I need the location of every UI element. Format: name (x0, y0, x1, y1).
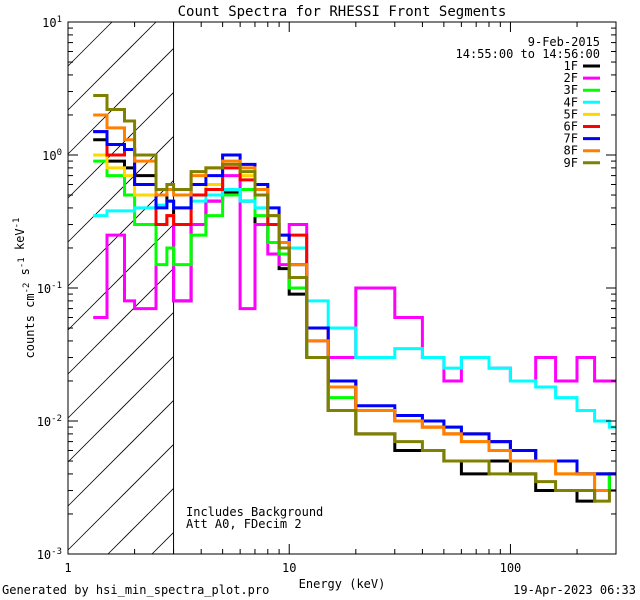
chart-title: Count Spectra for RHESSI Front Segments (178, 4, 507, 20)
background-region-hatch (67, 21, 175, 555)
y-tick-label: 100 (42, 148, 62, 163)
hatch-line (151, 532, 174, 555)
hatch-line (67, 224, 174, 331)
y-axis-label: counts cm-2 s-1 keV-1 (12, 218, 37, 359)
series-line-7F (93, 130, 616, 476)
hatch-line (67, 312, 174, 419)
y-tick-label: 10-3 (37, 547, 62, 562)
footer-timestamp: 19-Apr-2023 06:33 (513, 583, 636, 597)
y-tick-label: 10-1 (37, 281, 62, 296)
footer-generator: Generated by hsi_min_spectra_plot.pro (2, 583, 269, 597)
legend-label-6F: 6F (564, 120, 578, 134)
hatch-line (67, 444, 174, 551)
legend-label-7F: 7F (564, 132, 578, 146)
y-tick-label: 10-2 (37, 414, 62, 429)
series-layer (93, 94, 616, 503)
hatch-line (67, 21, 113, 67)
x-tick-label: 100 (500, 561, 522, 575)
x-tick-label: 10 (282, 561, 296, 575)
x-axis-label: Energy (keV) (299, 577, 386, 591)
series-line-9F (93, 94, 616, 503)
legend-label-5F: 5F (564, 107, 578, 121)
legend-label-8F: 8F (564, 144, 578, 158)
hatch-line (107, 488, 174, 555)
legend-label-9F: 9F (564, 156, 578, 170)
legend-label-2F: 2F (564, 71, 578, 85)
x-tick-label: 1 (64, 561, 71, 575)
hatch-line (67, 356, 174, 463)
y-axis-tick-labels: 10-3 10-2 10-1 100 101 (37, 15, 62, 562)
legend-label-1F: 1F (564, 59, 578, 73)
time-range-label: 14:55:00 to 14:56:00 (456, 47, 601, 61)
legend-label-3F: 3F (564, 83, 578, 97)
hatch-line (67, 268, 174, 375)
x-axis-tick-labels: 1 10 100 (64, 561, 521, 575)
legend-label-4F: 4F (564, 95, 578, 109)
series-line-8F (93, 113, 616, 492)
y-tick-label: 101 (42, 15, 62, 30)
date-label: 9-Feb-2015 (528, 35, 600, 49)
y-axis-ticks (68, 21, 616, 555)
hatch-line (67, 48, 174, 155)
attenuator-annotation: Att A0, FDecim 2 (186, 517, 302, 531)
x-axis-ticks (67, 22, 617, 554)
background-annotation: Includes Background (186, 505, 323, 519)
hatch-line (67, 21, 157, 111)
hatch-line (67, 400, 174, 507)
